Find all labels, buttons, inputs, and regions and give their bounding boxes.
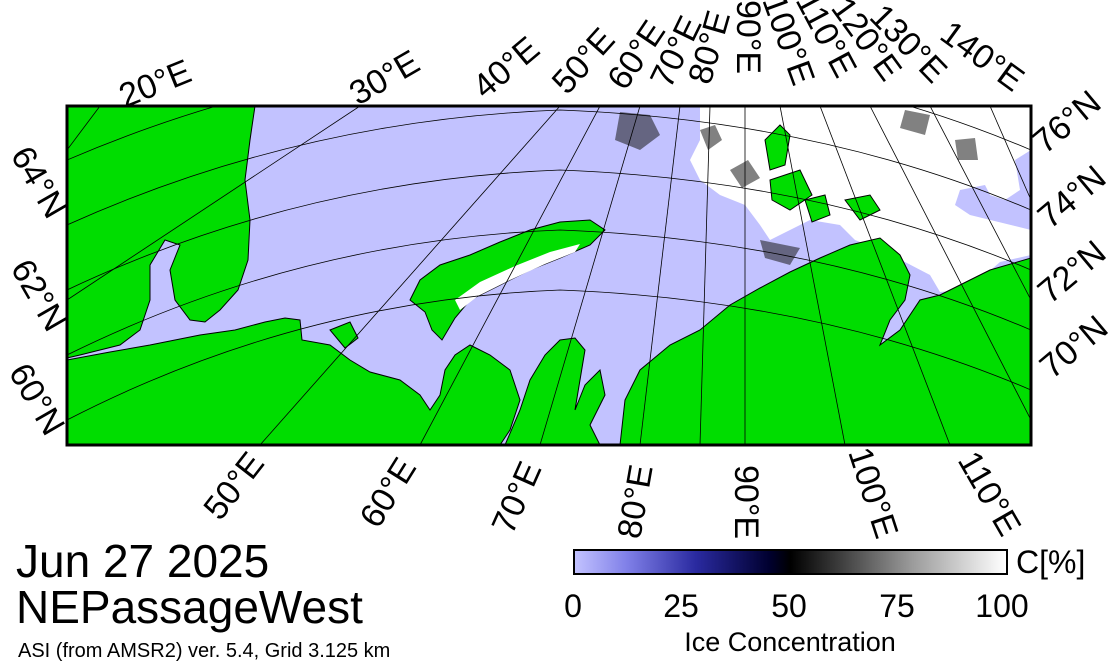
colorbar-tick: 75 xyxy=(879,588,915,624)
graticule-parallels xyxy=(67,106,1031,421)
map-frame xyxy=(65,104,1033,447)
colorbar-tick: 50 xyxy=(771,588,807,624)
graticule-meridians xyxy=(67,106,1031,445)
colorbar xyxy=(573,549,1008,575)
land-yamal-gydan-taymyr xyxy=(504,237,1031,445)
lat-label-left: 62°N xyxy=(3,253,74,338)
land-white-sea-island xyxy=(329,321,359,349)
colorbar-unit: C[%] xyxy=(1016,544,1086,580)
lat-label-right: 74°N xyxy=(1031,158,1114,236)
lon-label-bottom: 100°E xyxy=(840,443,905,543)
top-longitude-labels: 20°E 30°E 40°E 50°E 60°E 70°E 80°E 90°E … xyxy=(114,0,1031,115)
bottom-longitude-labels: 50°E 60°E 70°E 80°E 90°E 100°E 110°E xyxy=(196,443,1028,543)
lat-label-right: 76°N xyxy=(1026,83,1109,161)
land-scandinavia xyxy=(67,106,256,359)
region-name: NEPassageWest xyxy=(16,581,363,633)
land-kola-karelia xyxy=(67,317,521,445)
novaya-zemlya-icecap xyxy=(455,244,580,310)
lat-label-right: 70°N xyxy=(1033,308,1116,386)
right-latitude-labels: 76°N 74°N 72°N 70°N xyxy=(1026,83,1116,386)
sea-ice-speckle xyxy=(615,110,978,265)
lat-label-left: 64°N xyxy=(3,140,74,225)
lon-label-top: 40°E xyxy=(466,29,547,106)
lon-label-bottom: 80°E xyxy=(610,462,660,542)
lon-label-bottom: 60°E xyxy=(353,451,424,534)
land-severnaya-zemlya xyxy=(764,124,831,223)
lon-label-top: 90°E xyxy=(729,0,767,74)
colorbar-title: Ice Concentration xyxy=(684,627,896,657)
data-source-credit: ASI (from AMSR2) ver. 5.4, Grid 3.125 km xyxy=(18,640,391,662)
lon-label-bottom: 50°E xyxy=(196,445,272,527)
lon-label-top: 30°E xyxy=(343,43,426,113)
lat-label-left: 60°N xyxy=(1,357,72,442)
lon-label-bottom: 90°E xyxy=(727,465,765,539)
colorbar-tick: 25 xyxy=(663,588,699,624)
colorbar-tick: 100 xyxy=(975,588,1029,624)
lon-label-bottom: 110°E xyxy=(950,445,1028,542)
lon-label-bottom: 70°E xyxy=(485,456,550,539)
left-latitude-labels: 64°N 62°N 60°N xyxy=(1,140,74,442)
lat-label-right: 72°N xyxy=(1031,233,1114,311)
land-new-siberian-area xyxy=(844,194,881,221)
map-date: Jun 27 2025 xyxy=(16,535,270,587)
colorbar-tick: 0 xyxy=(564,588,582,624)
